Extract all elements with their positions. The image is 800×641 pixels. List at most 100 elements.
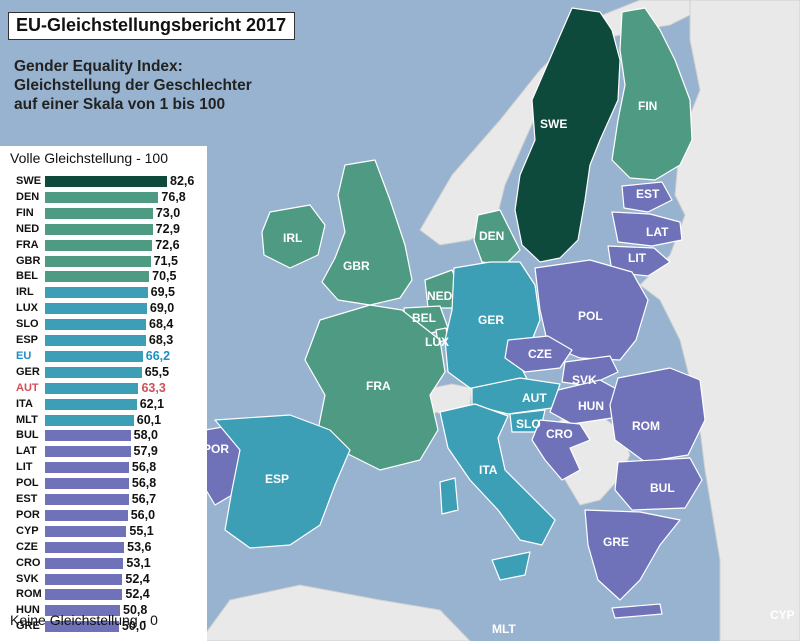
map-crete xyxy=(611,603,663,619)
ranking-code: FRA xyxy=(16,238,39,251)
ranking-row-ned: NED 72,9 xyxy=(0,222,207,238)
map-label-ita: ITA xyxy=(479,463,498,477)
ranking-bar xyxy=(45,525,127,537)
ranking-value: 63,3 xyxy=(141,380,166,395)
ranking-row-rom: ROM 52,4 xyxy=(0,587,207,603)
ranking-bar xyxy=(45,509,128,521)
ranking-code: AUT xyxy=(16,381,39,394)
ranking-row-mlt: MLT 60,1 xyxy=(0,413,207,429)
ranking-bar xyxy=(45,557,124,569)
map-label-fra: FRA xyxy=(366,379,391,393)
ranking-bar xyxy=(45,239,153,251)
ranking-value: 72,6 xyxy=(155,237,180,252)
ranking-row-eu: EU 66,2 xyxy=(0,349,207,365)
map-label-fin: FIN xyxy=(638,99,657,113)
ranking-bar xyxy=(45,621,119,633)
ranking-bars: SWE 82,6 DEN 76,8 FIN 73,0 NED 72,9 FRA 72,6 GBR 71… xyxy=(0,146,207,641)
ranking-value: 56,8 xyxy=(131,460,157,475)
map-spain xyxy=(214,414,351,549)
ranking-bar xyxy=(45,287,148,299)
ranking-value: 68,4 xyxy=(149,317,174,332)
map-slovakia xyxy=(561,355,619,387)
ranking-value: 71,5 xyxy=(153,253,178,268)
ranking-value: 52,4 xyxy=(125,587,150,602)
ranking-bar xyxy=(45,366,142,378)
ranking-code: LAT xyxy=(16,445,37,458)
map-label-den: DEN xyxy=(479,229,504,243)
map-croatia xyxy=(531,419,591,481)
map-label-svk: SVK xyxy=(572,373,597,387)
ranking-code: DEN xyxy=(16,190,40,203)
map-label-hun: HUN xyxy=(578,399,604,413)
ranking-row-lit: LIT 56,8 xyxy=(0,460,207,476)
ranking-code: EU xyxy=(16,349,32,362)
map-denmark xyxy=(473,209,521,266)
ranking-code: HUN xyxy=(16,604,40,617)
map-label-gre: GRE xyxy=(603,535,629,549)
ranking-code: POL xyxy=(16,477,39,490)
ranking-bar xyxy=(45,605,121,617)
subtitle-line-3: auf einer Skala von 1 bis 100 xyxy=(14,96,226,113)
ranking-code: ESP xyxy=(16,334,39,346)
ranking-code: IRL xyxy=(16,286,34,299)
map-finland xyxy=(611,7,693,181)
map-label-lux: LUX xyxy=(425,335,449,349)
ranking-bar xyxy=(45,319,147,331)
ranking-value: 56,0 xyxy=(130,507,156,522)
map-label-cyp: CYP xyxy=(770,608,795,622)
ranking-row-cyp: CYP 55,1 xyxy=(0,524,207,540)
ranking-value: 53,1 xyxy=(126,555,151,570)
map-label-cze: CZE xyxy=(528,347,552,361)
map-label-mlt: MLT xyxy=(492,622,516,636)
ranking-row-esp: ESP 68,3 xyxy=(0,333,207,349)
ranking-value: 76,8 xyxy=(161,189,186,204)
map-poland xyxy=(534,259,649,361)
map-greece xyxy=(584,509,681,601)
map-label-gbr: GBR xyxy=(343,259,370,273)
ranking-value: 68,3 xyxy=(148,333,174,347)
ranking-code: ROM xyxy=(16,588,42,601)
ranking-value: 69,0 xyxy=(149,301,175,316)
page-title: EU-Gleichstellungsbericht 2017 xyxy=(8,12,296,40)
map-label-bul: BUL xyxy=(650,481,675,495)
ranking-bar xyxy=(45,191,159,203)
ranking-row-cze: CZE 53,6 xyxy=(0,540,207,556)
ranking-bar xyxy=(45,446,131,458)
ranking-value: 52,4 xyxy=(125,571,150,586)
map-sicily xyxy=(491,551,531,581)
ranking-code: EST xyxy=(16,493,38,505)
subtitle: Gender Equality Index: Gleichstellung de… xyxy=(14,57,252,114)
legend-top-label: Volle Gleichstellung - 100 xyxy=(10,150,168,166)
ranking-code: SLO xyxy=(16,318,39,331)
ranking-row-irl: IRL 69,5 xyxy=(0,285,207,301)
ranking-bar xyxy=(45,255,151,267)
ranking-value: 53,6 xyxy=(127,539,152,554)
map-ireland xyxy=(261,204,326,269)
ranking-value: 62,1 xyxy=(139,396,165,411)
ranking-code: NED xyxy=(16,222,40,235)
ranking-value: 50,0 xyxy=(121,619,147,634)
ranking-row-swe: SWE 82,6 xyxy=(0,174,207,190)
map-france xyxy=(304,304,446,471)
map-label-lat: LAT xyxy=(646,225,669,239)
ranking-bar xyxy=(45,176,167,187)
ranking-value: 73,0 xyxy=(155,205,181,220)
map-label-esp: ESP xyxy=(265,472,289,486)
ranking-value: 55,1 xyxy=(129,523,154,538)
ranking-code: BEL xyxy=(16,270,38,283)
ranking-bar xyxy=(45,494,129,505)
map-sweden xyxy=(514,7,621,263)
ranking-bar xyxy=(45,541,125,553)
ranking-value: 69,5 xyxy=(150,285,175,300)
map-label-ned: NED xyxy=(427,289,453,303)
ranking-value: 66,2 xyxy=(145,348,171,363)
ranking-bar xyxy=(45,382,139,394)
subtitle-line-2: Gleichstellung der Geschlechter xyxy=(14,77,252,94)
ranking-row-fra: FRA 72,6 xyxy=(0,238,207,254)
ranking-row-lux: LUX 69,0 xyxy=(0,301,207,317)
ranking-row-ger: GER 65,5 xyxy=(0,365,207,381)
ranking-code: BUL xyxy=(16,429,39,442)
ranking-row-por: POR 56,0 xyxy=(0,508,207,524)
map-bulgaria xyxy=(614,457,703,511)
